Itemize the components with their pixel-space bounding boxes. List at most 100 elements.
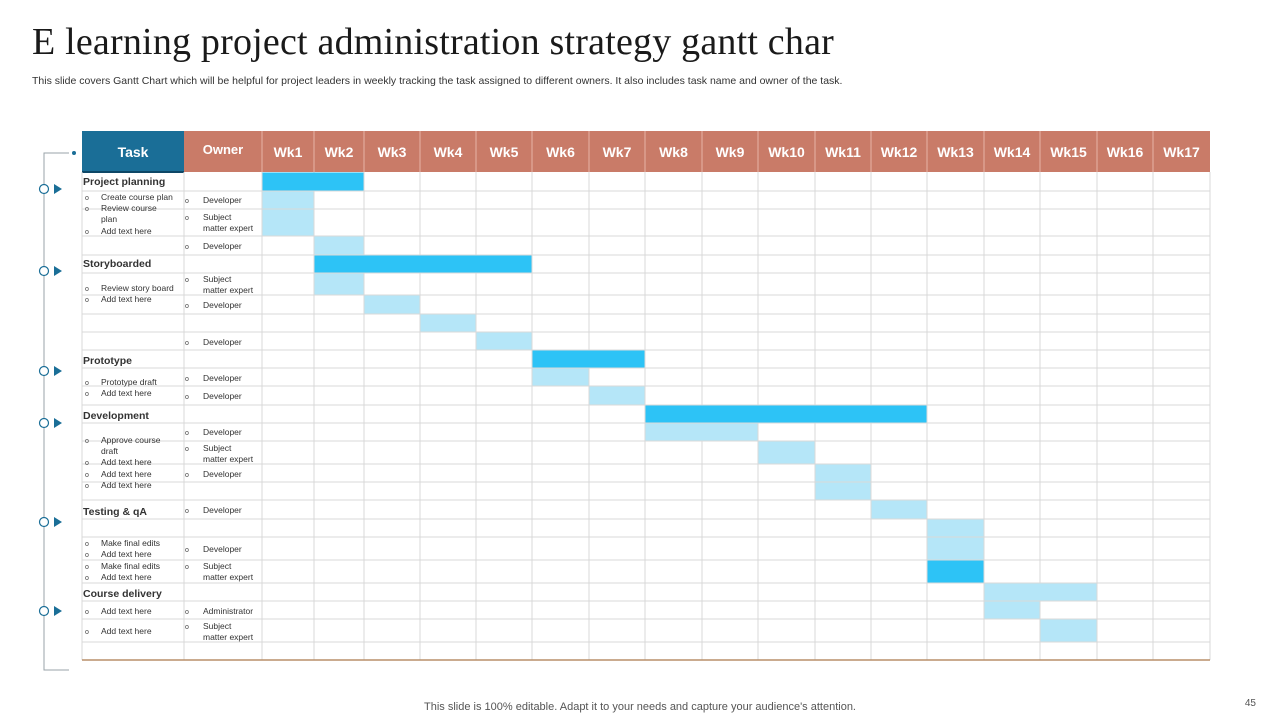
task-bar [927, 537, 984, 560]
task-bar [314, 236, 364, 255]
week-header-7: Wk7 [603, 144, 632, 160]
owner-item: matter expert [203, 223, 254, 233]
bullet-marker: o [85, 552, 89, 559]
week-header-8: Wk8 [659, 144, 688, 160]
task-bar [927, 519, 984, 537]
task-item: Approve course [101, 435, 161, 445]
week-header-15: Wk15 [1050, 144, 1087, 160]
task-item-cont: draft [101, 446, 119, 456]
task-item: Add text here [101, 388, 152, 398]
bullet-marker: o [85, 206, 89, 213]
bullet-marker: o [85, 297, 89, 304]
owner-item: matter expert [203, 285, 254, 295]
phase-bar-4 [645, 405, 927, 423]
task-bar [758, 441, 815, 464]
owner-item: Developer [203, 373, 242, 383]
task-item: Add text here [101, 480, 152, 490]
timeline-start-dot [72, 151, 76, 155]
week-header-2: Wk2 [325, 144, 354, 160]
bullet-marker: o [185, 446, 189, 453]
task-bar [984, 583, 1097, 601]
bullet-marker: o [185, 430, 189, 437]
week-header-12: Wk12 [881, 144, 918, 160]
task-bar [984, 601, 1040, 619]
task-bar [314, 273, 364, 295]
bullet-marker: o [185, 198, 189, 205]
task-item: Make final edits [101, 561, 160, 571]
task-bar [262, 191, 314, 209]
task-item: Add text here [101, 626, 152, 636]
footer-note: This slide is 100% editable. Adapt it to… [424, 701, 856, 713]
bullet-marker: o [85, 195, 89, 202]
task-bar [1040, 619, 1097, 642]
page-number: 45 [1244, 698, 1256, 709]
task-item: Add text here [101, 549, 152, 559]
task-bar [589, 386, 645, 405]
week-header-11: Wk11 [825, 144, 861, 160]
bullet-marker: o [85, 286, 89, 293]
bullet-marker: o [85, 629, 89, 636]
bullet-marker: o [185, 472, 189, 479]
owner-item: Developer [203, 427, 242, 437]
bullet-marker: o [85, 380, 89, 387]
timeline-arrow-icon [54, 184, 62, 194]
phase-bar-6 [927, 560, 984, 583]
week-header-1: Wk1 [274, 144, 303, 160]
week-header-3: Wk3 [378, 144, 407, 160]
task-bar [871, 500, 927, 519]
bullet-marker: o [85, 564, 89, 571]
timeline-arrow-icon [54, 606, 62, 616]
week-header-6: Wk6 [546, 144, 575, 160]
owner-item: Developer [203, 505, 242, 515]
task-item: Make final edits [101, 538, 160, 548]
owner-item: Administrator [203, 606, 253, 616]
header-owner-label: Owner [203, 142, 243, 157]
bullet-marker: o [185, 624, 189, 631]
bullet-marker: o [185, 564, 189, 571]
bullet-marker: o [85, 229, 89, 236]
bullet-marker: o [85, 483, 89, 490]
timeline-arrow-icon [54, 418, 62, 428]
owner-item: Subject [203, 561, 232, 571]
timeline-bracket [43, 152, 69, 671]
week-header-band [184, 131, 1210, 172]
bullet-marker: o [85, 609, 89, 616]
bullet-marker: o [185, 547, 189, 554]
slide-subtitle: This slide covers Gantt Chart which will… [32, 75, 843, 87]
owner-item: Developer [203, 469, 242, 479]
task-item: Add text here [101, 294, 152, 304]
bullet-marker: o [85, 460, 89, 467]
task-item: Add text here [101, 606, 152, 616]
owner-item: Developer [203, 195, 242, 205]
week-header-10: Wk10 [768, 144, 805, 160]
owner-item: Subject [203, 443, 232, 453]
phase-label: Development [83, 410, 149, 422]
bullet-marker: o [185, 277, 189, 284]
bullet-marker: o [85, 575, 89, 582]
task-item: Add text here [101, 572, 152, 582]
owner-item: Subject [203, 274, 232, 284]
owner-item: matter expert [203, 632, 254, 642]
timeline-arrow-icon [54, 517, 62, 527]
bullet-marker: o [185, 244, 189, 251]
phase-label: Project planning [83, 176, 165, 188]
owner-item: matter expert [203, 454, 254, 464]
owner-item: Subject [203, 212, 232, 222]
task-bar [532, 368, 589, 386]
week-header-13: Wk13 [937, 144, 974, 160]
timeline-node [38, 183, 50, 195]
week-header-4: Wk4 [434, 144, 463, 160]
task-header-cell [82, 131, 184, 172]
bullet-marker: o [85, 541, 89, 548]
bullet-marker: o [85, 472, 89, 479]
task-bar [364, 295, 420, 314]
bullet-marker: o [85, 438, 89, 445]
task-item: Review course [101, 203, 157, 213]
task-bar [815, 464, 871, 482]
phase-bar-3 [532, 350, 645, 368]
task-item: Create course plan [101, 192, 173, 202]
timeline-node [38, 417, 50, 429]
task-item: Add text here [101, 457, 152, 467]
bullet-marker: o [185, 340, 189, 347]
task-bar [420, 314, 476, 332]
